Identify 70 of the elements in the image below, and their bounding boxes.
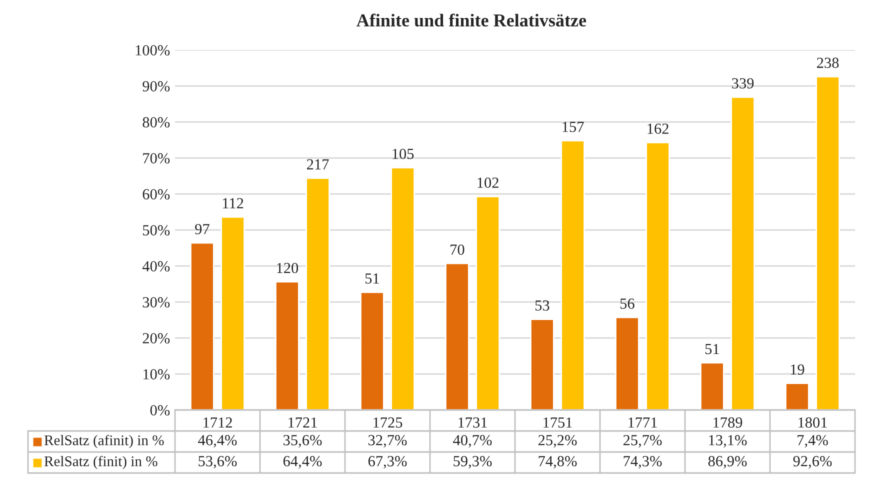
data-label: 67,3% — [368, 456, 407, 469]
bar — [476, 196, 500, 410]
annotation: 105 — [392, 148, 414, 160]
chart-title: Afinite und finite Relativsätze — [356, 14, 586, 27]
data-label: 46,4% — [198, 435, 237, 448]
data-label: 86,9% — [708, 456, 747, 469]
annotation: 97 — [195, 224, 210, 234]
bar — [560, 140, 585, 410]
bar — [785, 382, 810, 410]
data-label: 74,8% — [538, 456, 577, 469]
annotation: 51 — [365, 273, 379, 284]
bar — [700, 362, 724, 410]
data-label: 40,7% — [453, 435, 492, 448]
bar — [816, 76, 840, 410]
data-label: 25,2% — [538, 435, 577, 448]
y-tick-label: 20% — [142, 333, 170, 344]
bar — [275, 281, 300, 410]
x-tick-label: 1725 — [374, 417, 402, 428]
annotation: 53 — [535, 300, 550, 311]
y-tick-label: 60% — [142, 189, 170, 200]
bar — [615, 316, 640, 410]
bar — [190, 242, 214, 410]
annotation: 19 — [790, 364, 804, 375]
annotation: 51 — [705, 344, 719, 354]
data-label: 32,7% — [368, 435, 407, 448]
annotation: 112 — [222, 198, 244, 208]
data-label: 64,4% — [283, 456, 322, 469]
y-tick-label: 0% — [150, 405, 170, 416]
y-tick-label: 40% — [142, 261, 170, 272]
y-tick-label: 80% — [142, 117, 170, 128]
annotation: 339 — [732, 78, 754, 88]
bar — [445, 262, 470, 410]
data-label: 35,6% — [284, 435, 322, 448]
annotation: 120 — [277, 262, 298, 274]
bar — [390, 167, 415, 410]
y-tick-label: 30% — [142, 297, 170, 308]
bar — [730, 96, 755, 410]
data-label: 53,6% — [198, 456, 237, 469]
legend-label: RelSatz (afinit) in % — [44, 434, 164, 448]
x-tick-label: 1771 — [628, 417, 657, 428]
annotation: 157 — [562, 122, 584, 132]
x-tick-label: 1731 — [458, 417, 487, 428]
y-tick-label: 70% — [143, 153, 170, 164]
x-tick-label: 1712 — [204, 417, 232, 428]
data-label: 92,6% — [793, 456, 832, 469]
data-label: 25,7% — [623, 435, 662, 448]
bar — [646, 142, 670, 410]
y-tick-label: 90% — [142, 81, 170, 92]
data-label: 74,3% — [624, 456, 662, 469]
x-tick-label: 1789 — [714, 417, 742, 428]
x-tick-label: 1801 — [798, 417, 827, 428]
bar — [360, 292, 384, 410]
x-tick-label: 1751 — [544, 417, 572, 428]
annotation: 162 — [648, 124, 668, 134]
annotation: 238 — [817, 58, 839, 68]
x-tick-label: 1721 — [288, 417, 317, 428]
bar — [530, 318, 554, 410]
annotation: 102 — [478, 178, 498, 188]
annotation: 70 — [450, 244, 464, 255]
bar — [306, 177, 330, 410]
y-tick-label: 100% — [136, 45, 170, 56]
data-label: 13,1% — [709, 435, 747, 448]
annotation: 56 — [620, 298, 634, 309]
y-tick-label: 50% — [143, 225, 170, 236]
data-label: 59,3% — [454, 456, 492, 469]
data-label: 7,4% — [798, 435, 828, 448]
bar — [220, 216, 245, 410]
annotation: 217 — [307, 159, 329, 170]
legend-label: RelSatz (finit) in % — [44, 456, 158, 470]
y-tick-label: 10% — [143, 369, 170, 380]
